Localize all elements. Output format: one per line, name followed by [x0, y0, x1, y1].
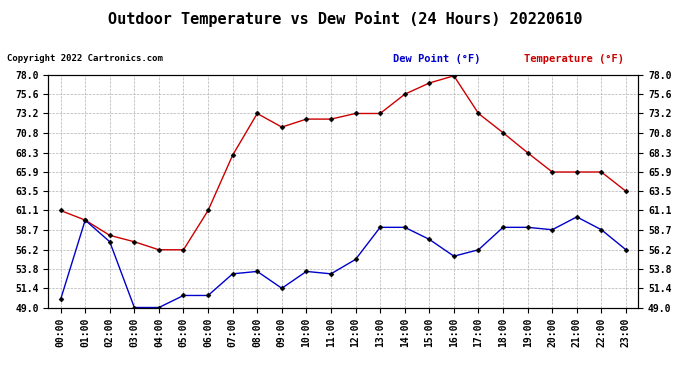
Text: Copyright 2022 Cartronics.com: Copyright 2022 Cartronics.com — [7, 54, 163, 63]
Text: Dew Point (°F): Dew Point (°F) — [393, 54, 481, 64]
Text: Outdoor Temperature vs Dew Point (24 Hours) 20220610: Outdoor Temperature vs Dew Point (24 Hou… — [108, 11, 582, 27]
Text: Temperature (°F): Temperature (°F) — [524, 54, 624, 64]
